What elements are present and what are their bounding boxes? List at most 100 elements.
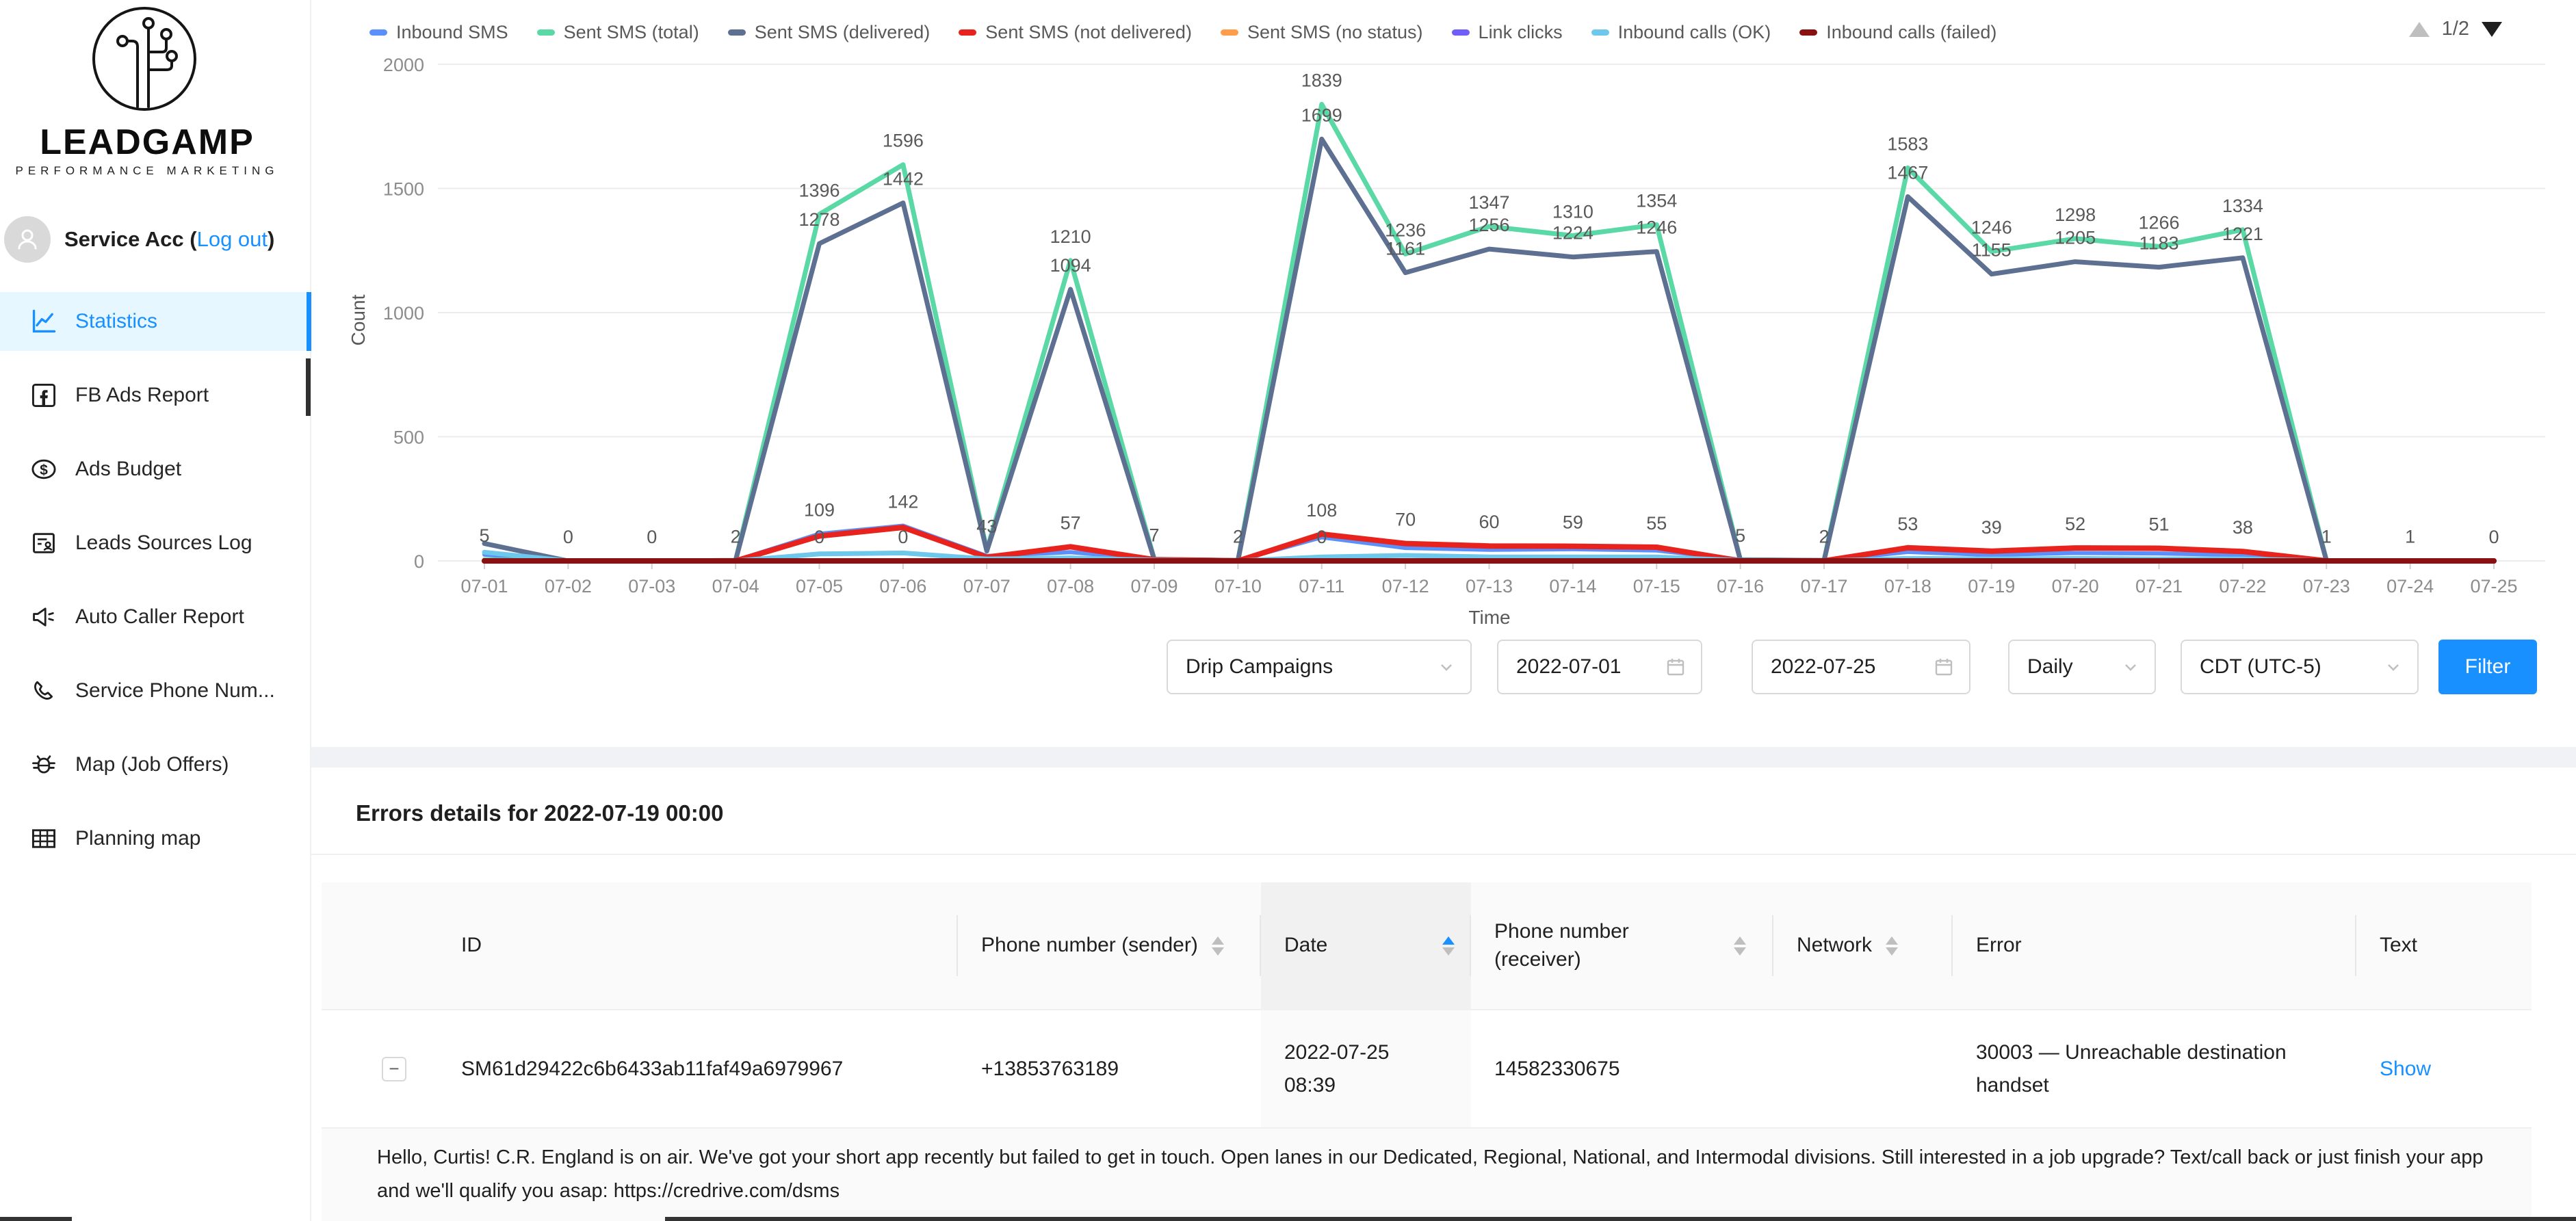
y-axis-tick-label: 0 — [414, 551, 424, 572]
sort-carets-icon[interactable] — [1211, 936, 1224, 956]
data-label: 60 — [1479, 512, 1499, 532]
timezone-select[interactable]: CDT (UTC-5) — [2181, 640, 2419, 694]
account-name: Service Acc — [64, 227, 184, 251]
line-chart-icon — [30, 308, 57, 335]
campaign-select-value: Drip Campaigns — [1186, 655, 1333, 678]
pager-down-icon[interactable] — [2482, 21, 2502, 37]
x-axis-tick-label: 07-17 — [1800, 576, 1847, 596]
legend-item[interactable]: Link clicks — [1451, 21, 1563, 43]
divider — [311, 854, 2576, 855]
granularity-select-value: Daily — [2027, 655, 2073, 678]
data-label: 1256 — [1468, 215, 1509, 235]
header-id: ID — [438, 882, 958, 1009]
campaign-select[interactable]: Drip Campaigns — [1167, 640, 1472, 694]
data-label: 1467 — [1887, 162, 1928, 183]
data-label: 1236 — [1385, 220, 1426, 240]
sidebar-item-service-phone-num[interactable]: Service Phone Num... — [0, 661, 311, 720]
sidebar-item-label: Statistics — [75, 310, 158, 332]
legend-swatch-icon — [727, 29, 746, 36]
timezone-select-value: CDT (UTC-5) — [2200, 655, 2321, 678]
sidebar-item-ads-budget[interactable]: $ Ads Budget — [0, 440, 311, 499]
phone-icon — [30, 677, 57, 705]
granularity-select[interactable]: Daily — [2008, 640, 2156, 694]
sort-carets-icon[interactable] — [1886, 936, 1899, 956]
data-label: 109 — [804, 499, 835, 520]
series-line — [482, 525, 2497, 564]
horizontal-scrollbar-thumb[interactable] — [665, 1217, 2576, 1221]
data-label: 2 — [731, 526, 741, 547]
x-axis-title: Time — [1468, 607, 1510, 628]
sort-carets-icon[interactable] — [1442, 936, 1455, 956]
x-axis-tick-label: 07-05 — [796, 576, 843, 596]
data-label: 38 — [2233, 517, 2253, 538]
data-label: 1839 — [1301, 70, 1342, 90]
header-sender[interactable]: Phone number (sender) — [958, 882, 1261, 1009]
data-label: 1205 — [2055, 228, 2096, 248]
legend-item[interactable]: Sent SMS (not delivered) — [959, 22, 1192, 43]
data-label: 108 — [1306, 500, 1337, 521]
date-to-input[interactable]: 2022-07-25 — [1752, 640, 1970, 694]
sidebar-item-planning-map[interactable]: Planning map — [0, 809, 311, 868]
date-from-value: 2022-07-01 — [1516, 655, 1622, 678]
legend-swatch-icon — [369, 29, 387, 36]
cell-sender: +13853763189 — [981, 1057, 1119, 1080]
x-axis-tick-label: 07-10 — [1214, 576, 1262, 596]
pager-up-icon[interactable] — [2408, 21, 2430, 37]
legend-label: Sent SMS (not delivered) — [985, 21, 1192, 42]
sidebar-item-leads-sources-log[interactable]: Leads Sources Log — [0, 514, 311, 573]
series-line — [482, 101, 2497, 564]
account-row: Service Acc (Log out) — [4, 216, 305, 263]
header-expand — [322, 882, 438, 1009]
y-axis-tick-label: 500 — [393, 428, 424, 448]
data-label: 1442 — [883, 169, 924, 189]
table-row: − SM61d29422c6b6433ab11faf49a6979967 +13… — [322, 1010, 2532, 1129]
logout-link[interactable]: Log out — [196, 227, 268, 251]
sidebar-item-statistics[interactable]: Statistics — [0, 292, 311, 351]
header-network[interactable]: Network — [1773, 882, 1953, 1009]
header-date[interactable]: Date — [1261, 882, 1471, 1009]
legend-item[interactable]: Sent SMS (total) — [536, 22, 699, 43]
show-link[interactable]: Show — [2380, 1057, 2432, 1080]
legend-item[interactable]: Inbound SMS — [369, 22, 508, 43]
cell-date: 2022-07-25 08:39 — [1261, 1010, 1471, 1127]
legend-item[interactable]: Inbound calls (failed) — [1799, 22, 1996, 43]
sort-carets-icon[interactable] — [1734, 936, 1746, 956]
header-receiver[interactable]: Phone number (receiver) — [1471, 882, 1773, 1009]
sidebar-scrollbar-thumb[interactable] — [306, 358, 311, 416]
statistics-chart-card: 2000 1500 1000 500 0 07-01 07-02 07-03 07-04 07-0… — [311, 0, 2576, 747]
data-label: 1210 — [1050, 226, 1091, 247]
sidebar-item-fb-ads-report[interactable]: FB Ads Report — [0, 366, 311, 425]
brand-tagline: PERFORMANCE MARKETING — [15, 164, 279, 177]
legend-label: Link clicks — [1478, 21, 1563, 42]
x-axis-tick-label: 07-21 — [2135, 576, 2183, 596]
legend-swatch-icon — [1451, 29, 1470, 36]
legend-item[interactable]: Inbound calls (OK) — [1591, 22, 1771, 43]
sidebar-item-map-job-offers[interactable]: Map (Job Offers) — [0, 735, 311, 794]
horizontal-scrollbar-thumb[interactable] — [0, 1217, 72, 1221]
data-label: 1183 — [2139, 233, 2178, 254]
x-axis-tick-label: 07-20 — [2052, 576, 2099, 596]
data-label: 142 — [887, 491, 918, 512]
errors-card: Errors details for 2022-07-19 00:00 ID P… — [311, 767, 2576, 1221]
legend-item[interactable]: Sent SMS (delivered) — [727, 22, 930, 43]
data-label: 1155 — [1972, 240, 2012, 261]
data-label: 1161 — [1385, 239, 1425, 259]
date-from-input[interactable]: 2022-07-01 — [1497, 640, 1702, 694]
sidebar-item-auto-caller-report[interactable]: Auto Caller Report — [0, 588, 311, 646]
data-label: 0 — [814, 527, 824, 547]
data-label: 1 — [2405, 527, 2415, 547]
x-axis-tick-label: 07-25 — [2470, 576, 2517, 596]
collapse-row-button[interactable]: − — [382, 1056, 406, 1081]
legend-label: Inbound SMS — [396, 21, 508, 42]
cell-error: 30003 — Unreachable destination handset — [1976, 1040, 2287, 1097]
filter-button[interactable]: Filter — [2438, 640, 2537, 694]
table-header-row: ID Phone number (sender) Date Phone numb… — [322, 882, 2532, 1010]
legend-item[interactable]: Sent SMS (no status) — [1220, 22, 1423, 43]
chevron-down-icon — [1441, 664, 1452, 671]
data-label: 0 — [898, 527, 908, 547]
data-label: 1310 — [1552, 201, 1593, 222]
brand-name: LEADGAMP — [40, 122, 255, 162]
errors-title: Errors details for 2022-07-19 00:00 — [356, 800, 724, 826]
y-axis-title: Count — [348, 294, 369, 345]
